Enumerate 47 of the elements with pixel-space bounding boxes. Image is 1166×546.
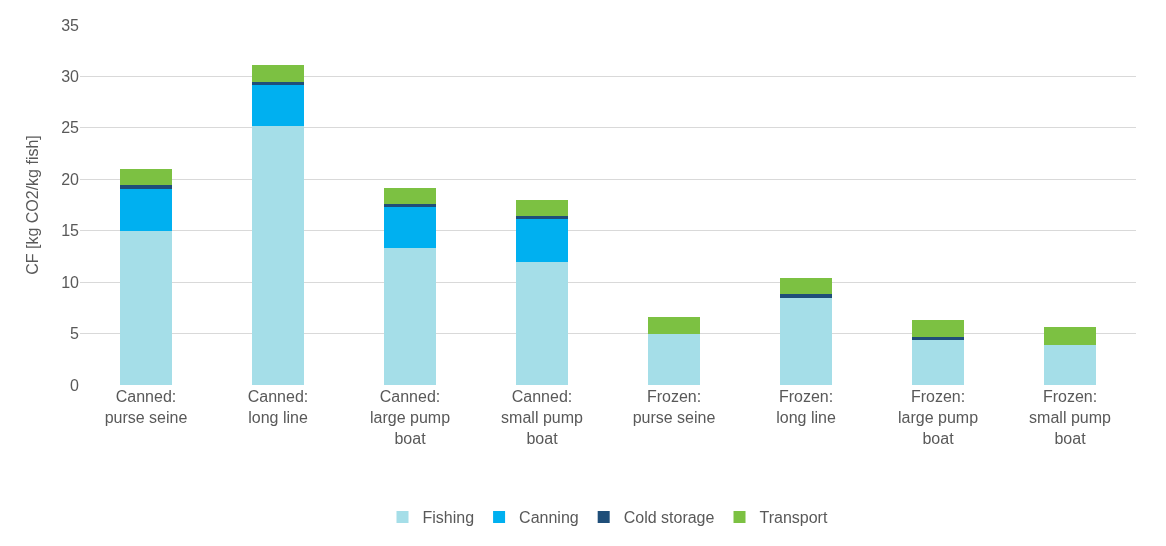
bar <box>119 185 173 189</box>
bar <box>515 261 569 385</box>
x-tick-label: Frozen: small pump boat <box>1029 388 1111 447</box>
x-tick-label: Canned: long line <box>247 388 309 426</box>
bar <box>515 216 569 220</box>
legend-label: Canning <box>519 509 579 527</box>
bar <box>119 169 173 186</box>
y-tick-label: 25 <box>61 119 80 137</box>
y-tick-label: 35 <box>61 16 80 34</box>
bar <box>383 248 437 385</box>
bar <box>251 81 305 85</box>
bar <box>515 199 569 217</box>
bar <box>251 84 305 126</box>
x-tick-label: Canned: purse seine <box>104 388 188 426</box>
y-tick-label: 0 <box>70 376 80 394</box>
y-tick-label: 10 <box>61 273 80 291</box>
x-tick-label: Canned: large pump boat <box>369 388 451 447</box>
bar <box>119 188 173 231</box>
x-tick-label: Frozen: large pump boat <box>897 388 979 447</box>
x-tick-label: Frozen: long line <box>776 388 836 426</box>
x-tick-label: Frozen: purse seine <box>632 388 716 426</box>
legend-label: Transport <box>759 509 828 527</box>
bar <box>647 317 701 334</box>
y-tick-label: 30 <box>61 68 80 86</box>
bar <box>251 65 305 82</box>
bar <box>779 297 833 385</box>
bar <box>779 278 833 295</box>
bar <box>383 203 437 208</box>
bar <box>383 187 437 204</box>
y-tick-label: 20 <box>61 170 80 188</box>
legend-label: Cold storage <box>623 509 715 527</box>
bar <box>515 219 569 262</box>
bar <box>779 294 833 298</box>
bar <box>119 230 173 385</box>
legend-label: Fishing <box>422 509 475 527</box>
y-axis-title: CF [kg CO2/kg fish] <box>24 135 41 275</box>
bar <box>251 125 305 385</box>
bar <box>647 333 701 385</box>
bar <box>383 207 437 249</box>
bar <box>911 339 965 385</box>
x-tick-label: Canned: small pump boat <box>501 388 583 447</box>
y-tick-label: 5 <box>70 325 80 343</box>
bar <box>1043 327 1097 345</box>
bar <box>1043 344 1097 385</box>
y-tick-label: 15 <box>61 222 80 240</box>
bar <box>911 320 965 337</box>
bar <box>911 336 965 340</box>
